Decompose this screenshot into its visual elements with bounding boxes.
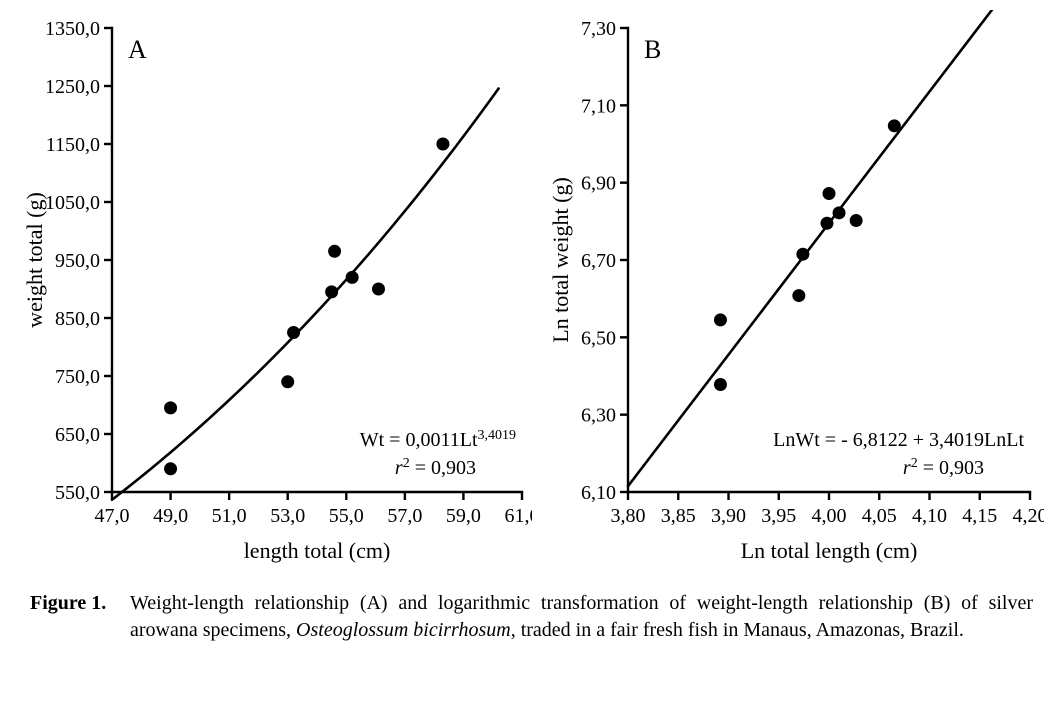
y-tick-label: 1050,0 (45, 192, 100, 214)
x-axis-label: length total (cm) (244, 538, 391, 563)
data-point (823, 187, 836, 200)
chart-a: 47,0 49,0 51,0 53,0 55,0 57,0 59,0 61,0 550,0 650… (20, 10, 532, 570)
x-tick-label: 51,0 (212, 505, 247, 527)
caption-species: Osteoglossum bicirrhosum (296, 619, 511, 641)
data-point (372, 283, 385, 296)
y-tick-label: 950,0 (55, 250, 100, 272)
y-tick-label: 6,30 (581, 405, 616, 427)
data-point (796, 248, 809, 261)
x-tick-label: 61,0 (505, 505, 533, 527)
caption-label: Figure 1. (30, 590, 125, 617)
y-tick-label: 7,30 (581, 18, 616, 40)
y-tick-label: 1350,0 (45, 18, 100, 40)
y-axis-label: Ln total weight (g) (548, 177, 573, 343)
figure-caption: Figure 1. Weight-length relationship (A)… (30, 590, 1033, 644)
caption-body: Weight-length relationship (A) and logar… (130, 590, 1033, 644)
charts-row: 47,0 49,0 51,0 53,0 55,0 57,0 59,0 61,0 550,0 650… (20, 10, 1043, 570)
panel-label: A (128, 35, 147, 64)
x-tick-label: 4,10 (912, 505, 947, 527)
x-tick-label: 49,0 (153, 505, 188, 527)
y-tick-label: 1250,0 (45, 76, 100, 98)
data-point (325, 285, 338, 298)
x-tick-label: 47,0 (95, 505, 130, 527)
y-tick-label: 550,0 (55, 482, 100, 504)
x-tick-label: 57,0 (387, 505, 422, 527)
x-tick-label: 59,0 (446, 505, 481, 527)
x-tick-label: 53,0 (270, 505, 305, 527)
data-point (287, 326, 300, 339)
x-tick-label: 3,85 (661, 505, 696, 527)
x-tick-label: 55,0 (329, 505, 364, 527)
x-tick-label: 4,15 (962, 505, 997, 527)
x-tick-label: 3,90 (711, 505, 746, 527)
figure-page: { "caption": { "label": "Figure 1.", "te… (0, 0, 1063, 727)
r-squared: r2 = 0,903 (903, 456, 984, 480)
data-point (436, 138, 449, 151)
equation: LnWt = - 6,8122 + 3,4019LnLt (773, 429, 1024, 451)
data-point (833, 206, 846, 219)
chart-b: 3,80 3,85 3,90 3,95 4,00 4,05 4,10 4,15 4,20 6,10… (532, 10, 1044, 570)
x-tick-label: 4,05 (862, 505, 897, 527)
data-point (164, 462, 177, 475)
x-axis-label: Ln total length (cm) (741, 538, 918, 563)
r-squared: r2 = 0,903 (395, 456, 476, 480)
y-tick-label: 6,50 (581, 327, 616, 349)
caption-text-b: , traded in a fair fresh fish in Manaus,… (511, 619, 964, 641)
data-point (164, 401, 177, 414)
x-tick-label: 4,20 (1013, 505, 1045, 527)
fitted-line (628, 10, 1000, 486)
x-tick-label: 3,95 (761, 505, 796, 527)
data-point (328, 245, 341, 258)
x-tick-label: 4,00 (812, 505, 847, 527)
y-tick-label: 6,70 (581, 250, 616, 272)
data-point (281, 375, 294, 388)
chart-a-wrap: 47,0 49,0 51,0 53,0 55,0 57,0 59,0 61,0 550,0 650… (20, 10, 532, 570)
chart-b-wrap: 3,80 3,85 3,90 3,95 4,00 4,05 4,10 4,15 4,20 6,10… (532, 10, 1044, 570)
data-point (850, 214, 863, 227)
y-tick-label: 750,0 (55, 366, 100, 388)
y-tick-label: 650,0 (55, 424, 100, 446)
y-tick-label: 6,10 (581, 482, 616, 504)
y-axis-label: weight total (g) (22, 192, 47, 328)
data-point (346, 271, 359, 284)
panel-label: B (644, 35, 661, 64)
data-point (888, 119, 901, 132)
data-point (714, 313, 727, 326)
y-tick-label: 850,0 (55, 308, 100, 330)
y-tick-label: 6,90 (581, 173, 616, 195)
equation: Wt = 0,0011Lt3,4019 (360, 428, 516, 452)
y-tick-label: 7,10 (581, 95, 616, 117)
data-point (792, 289, 805, 302)
data-point (714, 378, 727, 391)
y-tick-label: 1150,0 (46, 134, 100, 156)
data-point (820, 217, 833, 230)
x-tick-label: 3,80 (611, 505, 646, 527)
